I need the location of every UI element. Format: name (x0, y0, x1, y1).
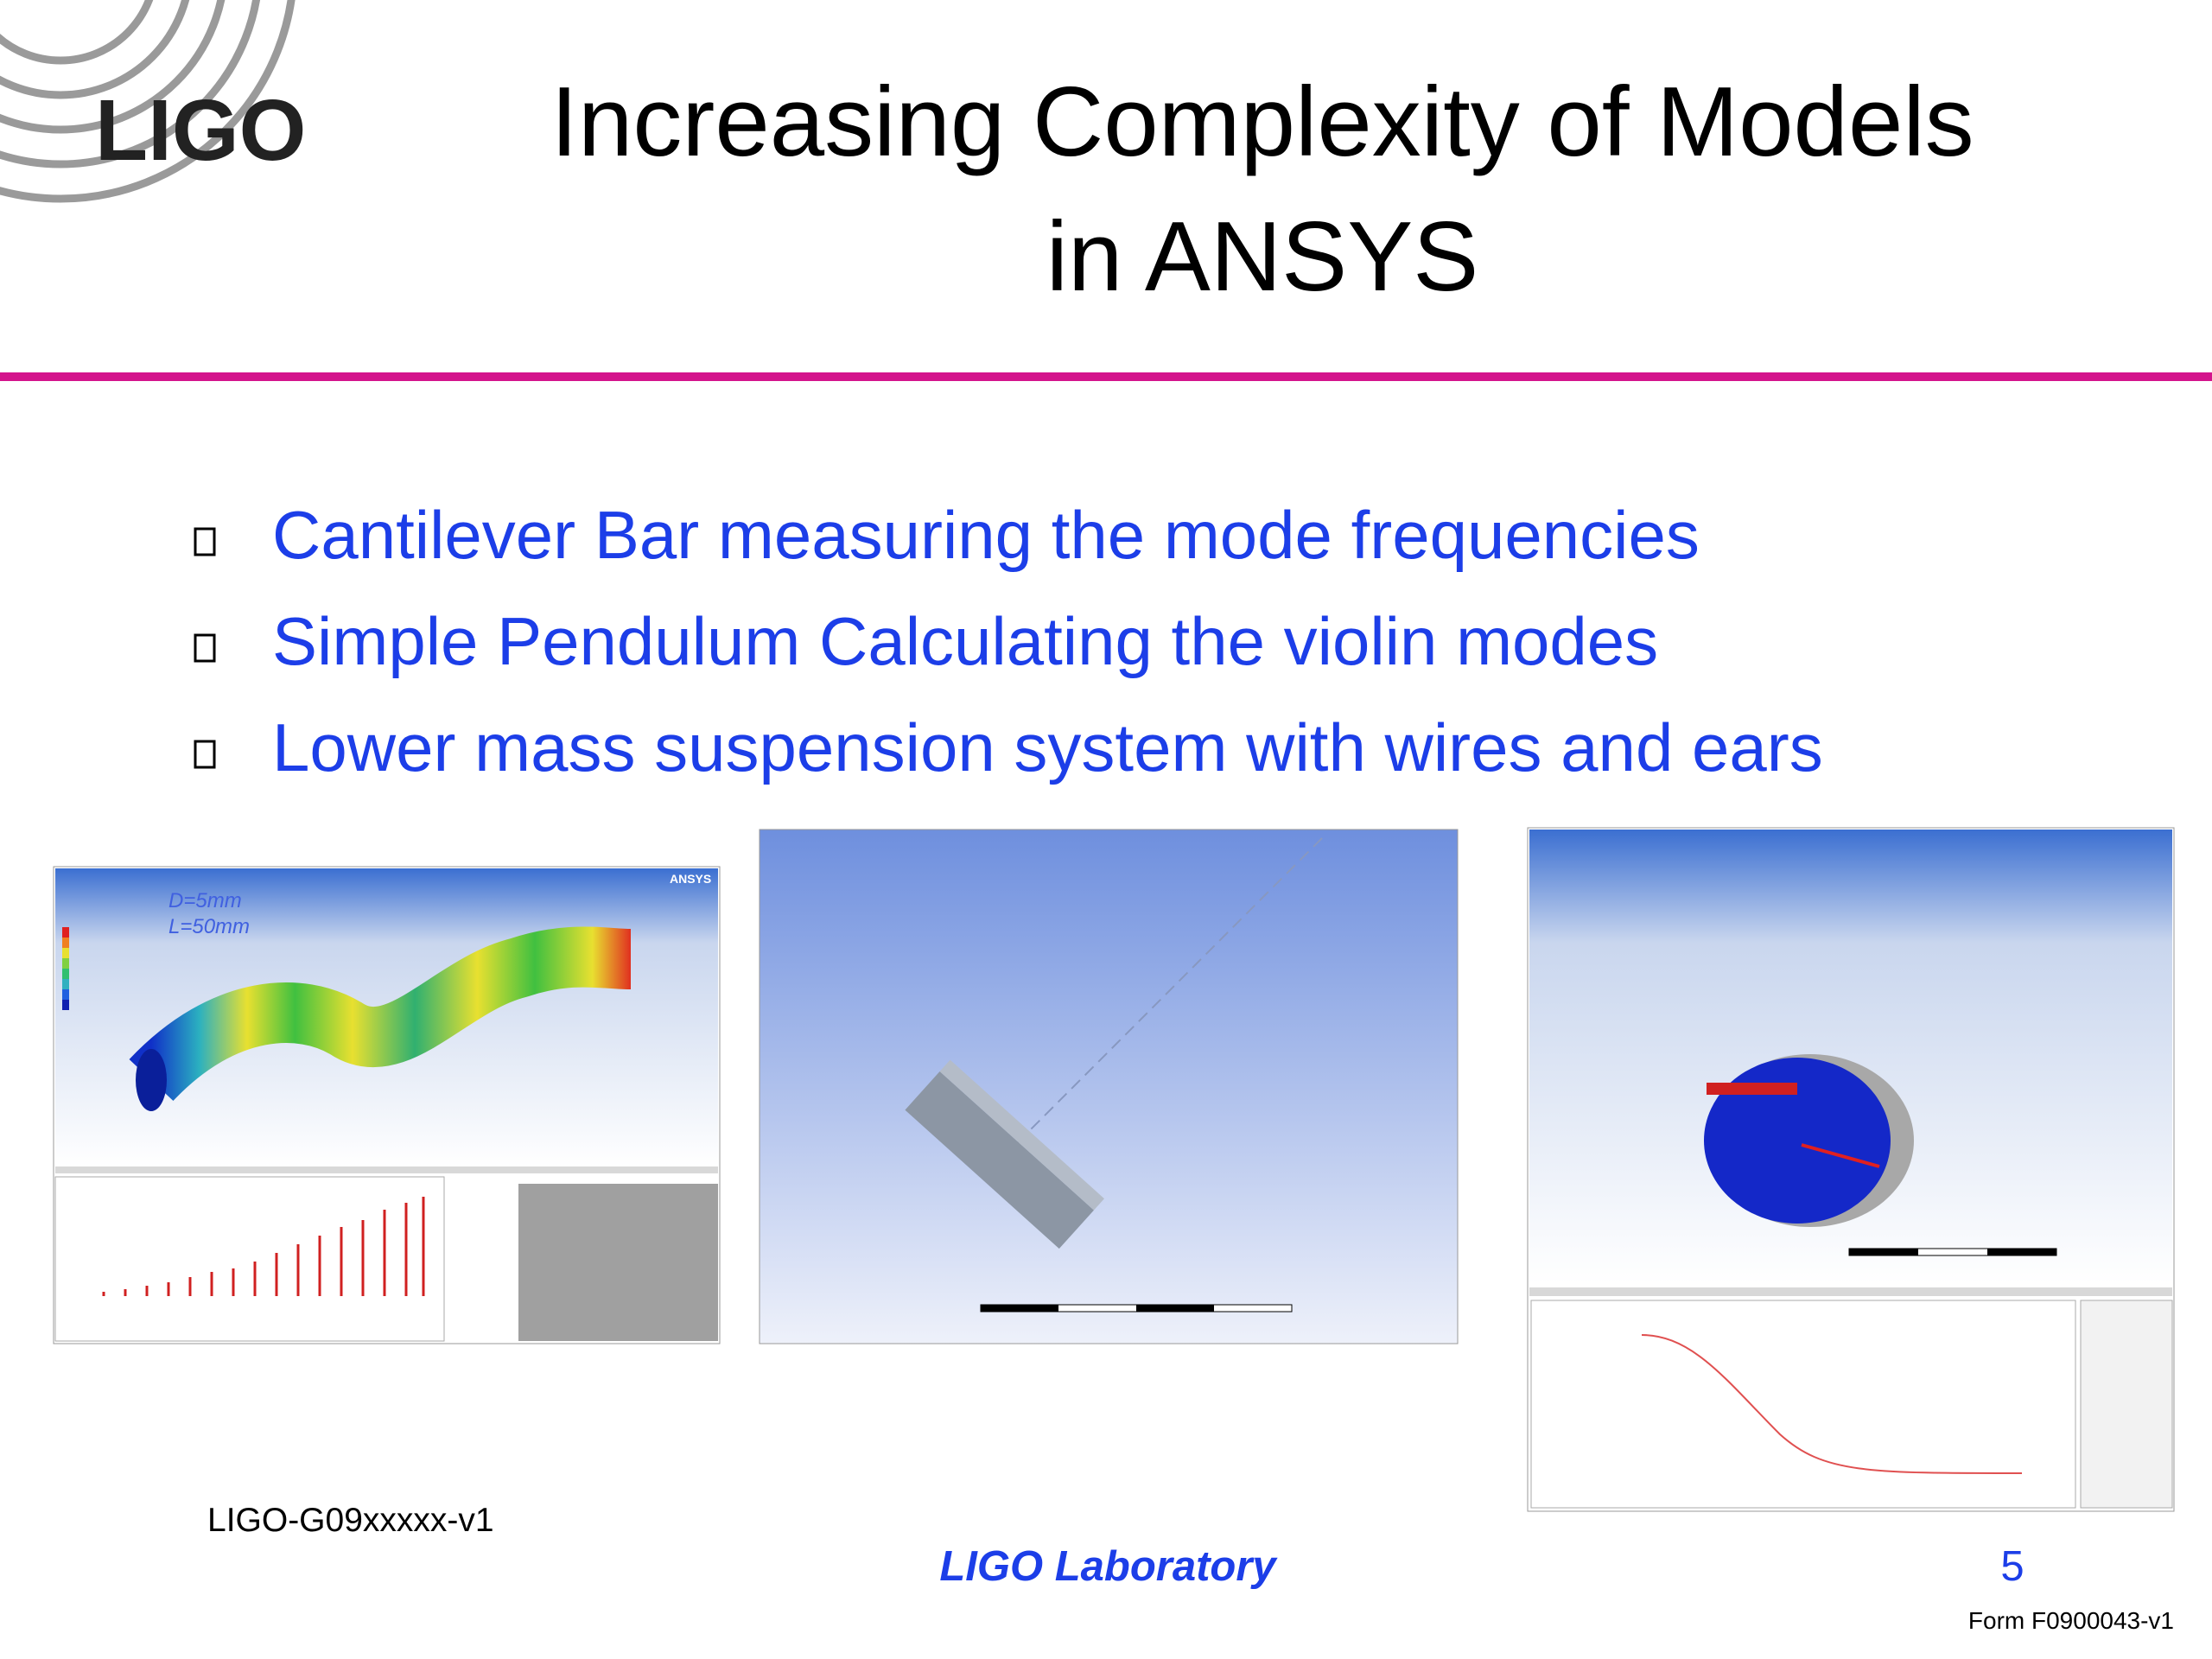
title-line: in ANSYS (1046, 202, 1479, 312)
mass-face (905, 1071, 1094, 1249)
figure-cantilever: D=5mm L=50mm ANSYS (53, 866, 721, 1344)
scale-seg (1849, 1249, 1918, 1255)
arc (0, 0, 296, 203)
arrow (1801, 1143, 1880, 1168)
table-pane (2080, 1300, 2173, 1509)
mass-edge (939, 1059, 1104, 1211)
bullet: Lower mass suspension system with wires … (272, 709, 1823, 785)
brand: ANSYS (670, 872, 711, 886)
tab-strip (1529, 1287, 2172, 1296)
form-id: Form F0900043-v1 (1968, 1607, 2174, 1634)
swatch (62, 958, 69, 969)
scale-seg (981, 1305, 1058, 1312)
figure-pendulum (759, 829, 1459, 1344)
bullet: Cantilever Bar measuring the mode freque… (272, 497, 1700, 573)
divider (0, 372, 2212, 381)
title-line: Increasing Complexity of Models (550, 67, 1974, 177)
swatch (62, 969, 69, 979)
graph-pane (1530, 1300, 2076, 1509)
pendulum-mass (905, 1059, 1104, 1249)
annotation: L=50mm (168, 915, 250, 938)
legend-scale (62, 927, 69, 1010)
tab-strip (55, 1166, 718, 1173)
page-number: 5 (2000, 1543, 2024, 1590)
table-pane (518, 1184, 718, 1341)
document-id: LIGO-G09xxxxx-v1 (207, 1502, 494, 1539)
bullet-marker (194, 740, 216, 769)
annotation: D=5mm (168, 889, 242, 912)
wire (1010, 837, 1323, 1150)
swatch (62, 979, 69, 989)
tube-model (129, 926, 632, 1102)
frequency-bars (102, 1197, 425, 1296)
bullet-marker (194, 633, 216, 663)
logo-arcs (0, 0, 296, 203)
swatch (62, 927, 69, 938)
arc (0, 0, 190, 99)
scale-seg (1136, 1305, 1214, 1312)
figure-frame (759, 829, 1459, 1344)
bullet-list: Cantilever Bar measuring the mode freque… (194, 497, 1823, 785)
tube-end (136, 1049, 167, 1111)
swatch (62, 1000, 69, 1010)
organization: LIGO Laboratory (939, 1543, 1278, 1590)
arc (0, 0, 154, 65)
swatch (62, 948, 69, 958)
figure-lower-mass (1527, 827, 2175, 1512)
mass-face (1704, 1058, 1891, 1224)
pressure-curve (1641, 1334, 2023, 1474)
arc (0, 0, 261, 168)
swatch (62, 989, 69, 1000)
graph-pane (54, 1176, 445, 1342)
bullet: Simple Pendulum Calculating the violin m… (272, 603, 1658, 679)
arc (0, 0, 226, 134)
scale-seg (1987, 1249, 2056, 1255)
swatch (62, 938, 69, 948)
bullet-marker (194, 527, 216, 556)
label-tag (1707, 1083, 1797, 1095)
logo: LIGO (95, 82, 306, 179)
